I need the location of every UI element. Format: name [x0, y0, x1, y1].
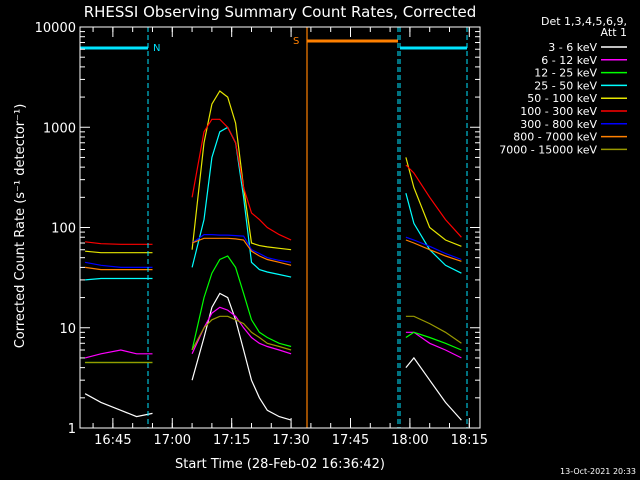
- series-line-2: [84, 306, 462, 359]
- series-line-8: [85, 237, 462, 271]
- series-line-9: [85, 315, 462, 364]
- y-tick-label-5: 10000: [35, 21, 76, 36]
- legend-label-7: 300 - 800 keV: [520, 118, 597, 131]
- x-tick-label-1: 16:45: [94, 433, 131, 448]
- legend-label-8: 800 - 7000 keV: [513, 131, 597, 144]
- legend-header-2: Att 1: [601, 26, 627, 39]
- series-line-5: [85, 90, 462, 254]
- series-line-6: [85, 118, 462, 245]
- x-tick-label-2: 17:00: [154, 433, 191, 448]
- legend-label-3: 12 - 25 keV: [534, 67, 597, 80]
- x-tick-label-4: 17:30: [272, 433, 309, 448]
- legend-label-9: 7000 - 15000 keV: [499, 143, 597, 156]
- x-tick-label-3: 17:15: [213, 433, 250, 448]
- x-tick-label-7: 18:15: [451, 433, 488, 448]
- y-tick-label-2: 10: [59, 322, 76, 337]
- x-tick-label-5: 17:45: [332, 433, 369, 448]
- series-line-3: [85, 255, 462, 364]
- x-axis-label: Start Time (28-Feb-02 16:36:42): [175, 457, 385, 472]
- y-tick-label-3: 100: [51, 222, 76, 237]
- flag-layer: NS: [80, 27, 468, 428]
- flag-n-label: N: [153, 43, 160, 54]
- legend-label-1: 3 - 6 keV: [548, 41, 597, 54]
- series-line-7: [84, 234, 462, 268]
- axis-layer: 1 10 100 1000 10000 16:45 17:00 17:15 17:30 17:45…: [35, 21, 488, 448]
- series-line-1: [84, 292, 462, 421]
- y-tick-label-1: 1: [68, 422, 76, 437]
- legend-label-2: 6 - 12 keV: [541, 54, 597, 67]
- legend-header-1: Det 1,3,4,5,6,9,: [541, 15, 627, 28]
- chart-title: RHESSI Observing Summary Count Rates, Co…: [84, 3, 477, 21]
- legend-label-6: 100 - 300 keV: [520, 105, 597, 118]
- y-tick-label-4: 1000: [43, 121, 76, 136]
- legend-label-5: 50 - 100 keV: [527, 92, 597, 105]
- legend-label-4: 25 - 50 keV: [534, 79, 597, 92]
- footer-date: 13-Oct-2021 20:33: [560, 467, 636, 476]
- x-tick-label-6: 18:00: [391, 433, 428, 448]
- series-line-4: [85, 126, 462, 281]
- flag-s-label: S: [293, 36, 299, 47]
- y-axis-label: Corrected Count Rate (s⁻¹ detector⁻¹): [13, 104, 28, 349]
- plot-frame: [79, 26, 481, 429]
- series-layer: [84, 90, 462, 421]
